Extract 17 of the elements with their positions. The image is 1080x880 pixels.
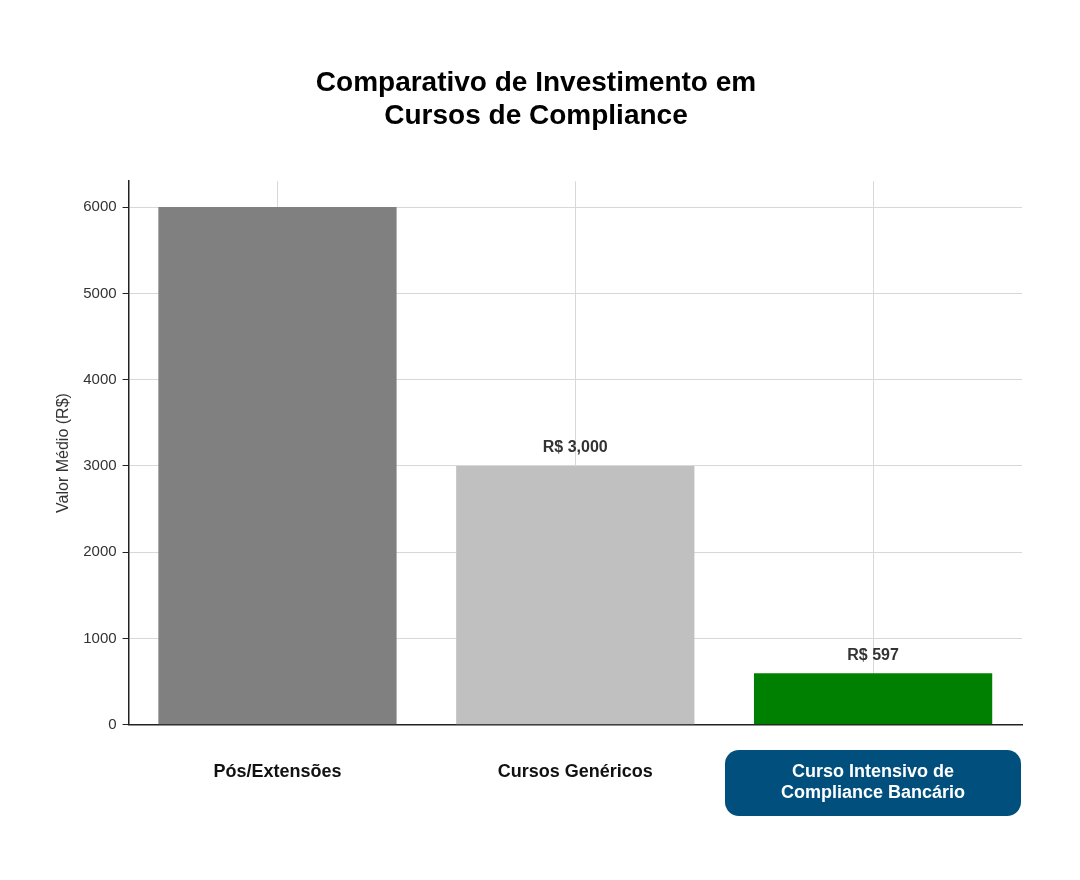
y-tick-label: 6000 xyxy=(83,197,117,215)
y-tick-label: 3000 xyxy=(83,456,117,474)
y-tick-label: 1000 xyxy=(83,628,117,646)
bar xyxy=(456,465,695,725)
x-tick-label: Pós/Extensões xyxy=(213,760,342,781)
y-tick-label: 4000 xyxy=(83,369,117,387)
data-label: R$ 597 xyxy=(847,645,899,663)
x-tick-label: Curso Intensivo de Compliance Bancário xyxy=(781,760,966,803)
x-tick-label: Cursos Genéricos xyxy=(497,760,653,781)
bar xyxy=(158,207,397,725)
y-axis-title: Valor Médio (R$) xyxy=(54,393,72,513)
bar xyxy=(753,673,993,725)
y-tick-label: 0 xyxy=(108,714,117,732)
chart-title: Comparativo de Investimento em Cursos de Compliance xyxy=(315,65,757,131)
data-label: R$ 3,000 xyxy=(542,438,608,456)
y-tick-label: 2000 xyxy=(83,542,117,560)
y-tick-label: 5000 xyxy=(83,283,117,301)
